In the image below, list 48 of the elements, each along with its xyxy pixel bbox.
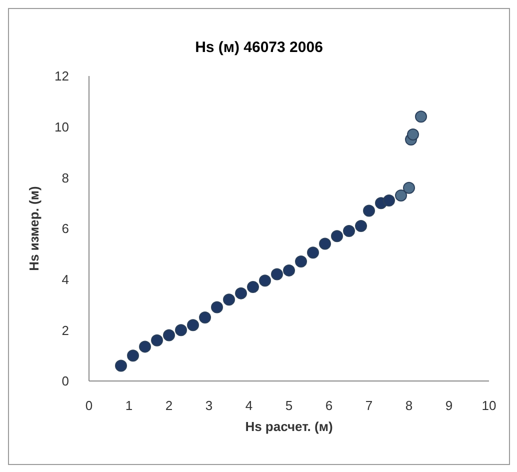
point xyxy=(283,264,295,276)
y-tick-label: 6 xyxy=(62,221,69,236)
point xyxy=(331,230,343,242)
point xyxy=(295,256,307,268)
chart-title: Hs (м) 46073 2006 xyxy=(194,39,324,56)
point xyxy=(223,294,235,306)
point xyxy=(127,350,139,362)
x-tick-label: 2 xyxy=(165,398,173,414)
x-tick-label: 6 xyxy=(325,398,333,414)
x-tick-label: 0 xyxy=(85,398,93,414)
point xyxy=(319,238,331,250)
point xyxy=(343,225,355,238)
point xyxy=(139,340,151,353)
x-tick-label: 4 xyxy=(245,398,253,414)
y-tick-label: 10 xyxy=(54,119,69,134)
point xyxy=(259,274,271,287)
y-tick-label: 0 xyxy=(62,374,69,389)
point xyxy=(199,311,211,324)
y-tick-label: 4 xyxy=(62,272,69,287)
point xyxy=(415,110,427,123)
y-tick-label: 2 xyxy=(62,322,69,338)
point xyxy=(151,334,163,346)
x-tick-label: 10 xyxy=(482,398,496,414)
point xyxy=(175,324,187,336)
y-tick-label: 8 xyxy=(62,170,69,186)
x-tick-label: 8 xyxy=(405,398,413,414)
y-tick-label: 12 xyxy=(54,68,69,84)
point xyxy=(211,301,223,314)
point xyxy=(383,194,395,207)
y-axis-title: Hs измер. (м) xyxy=(26,186,42,271)
x-tick-label: 5 xyxy=(285,398,293,414)
point xyxy=(307,246,319,259)
point xyxy=(115,360,127,372)
x-axis-title: Hs расчет. (м) xyxy=(245,419,333,434)
point xyxy=(355,220,367,232)
point xyxy=(163,329,175,342)
x-tick-label: 9 xyxy=(445,398,453,414)
point xyxy=(247,280,259,293)
point xyxy=(395,189,407,202)
point xyxy=(403,182,415,194)
x-tick-label: 3 xyxy=(205,398,213,414)
point xyxy=(363,204,375,217)
point xyxy=(235,287,247,300)
point xyxy=(407,128,419,140)
point xyxy=(271,268,283,280)
x-tick-label: 7 xyxy=(365,398,373,414)
x-tick-label: 1 xyxy=(125,398,133,414)
point xyxy=(187,319,199,332)
